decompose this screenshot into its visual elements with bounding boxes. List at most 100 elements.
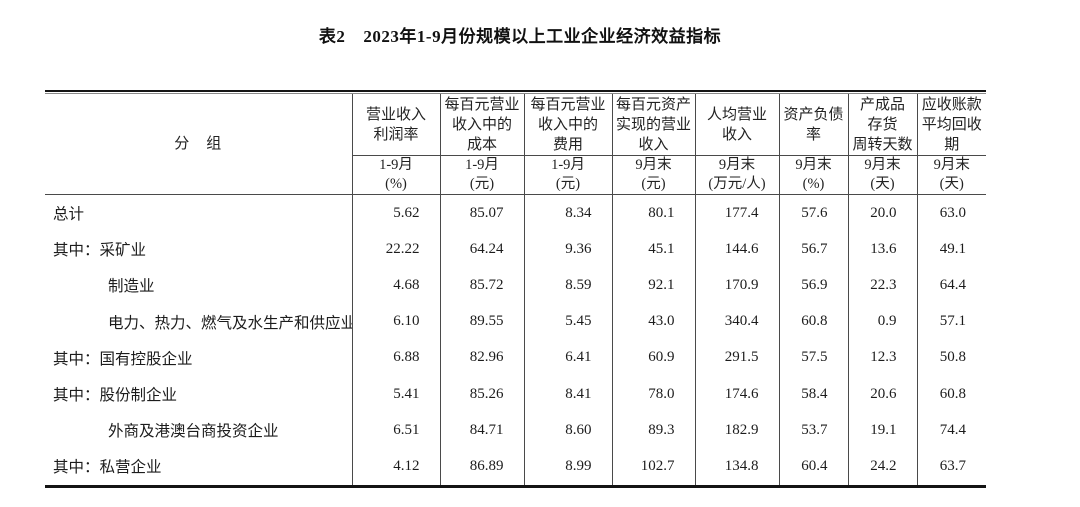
value-cell: 134.8 bbox=[695, 448, 780, 486]
value-cell: 8.59 bbox=[524, 267, 613, 304]
row-label: 外商及港澳台商投资企业 bbox=[45, 412, 353, 449]
header-row-units: 1-9月 (%) 1-9月 (元) 1-9月 (元) 9月末 (元) 9月末 (… bbox=[45, 155, 986, 195]
value-cell: 22.3 bbox=[848, 267, 918, 304]
column-unit-profit-rate: 1-9月 (%) bbox=[352, 155, 441, 195]
table-title-text: 2023年1-9月份规模以上工业企业经济效益指标 bbox=[363, 27, 722, 46]
value-cell: 64.24 bbox=[440, 231, 525, 268]
row-label: 其中：国有控股企业 bbox=[45, 339, 353, 376]
row-label-prefix: 其中： bbox=[53, 242, 100, 260]
row-label: 其中：私营企业 bbox=[45, 448, 353, 486]
value-cell: 8.34 bbox=[524, 194, 613, 232]
row-label-text: 外商及港澳台商投资企业 bbox=[108, 423, 279, 441]
stats-table: 分 组 营业收入 利润率 每百元营业 收入中的 成本 每百元营业 收入中的 费用… bbox=[45, 90, 986, 488]
row-label-text: 私营企业 bbox=[99, 459, 162, 477]
value-cell: 63.7 bbox=[939, 457, 966, 474]
table-top-rule-thick bbox=[45, 90, 986, 92]
value-cell: 45.1 bbox=[612, 231, 696, 268]
value-cell: 63.0 bbox=[939, 204, 966, 221]
value-cell: 9.36 bbox=[524, 231, 613, 268]
table-row-shareholding: 其中：股份制企业 5.41 85.26 8.41 78.0 174.6 58.4… bbox=[45, 375, 986, 413]
row-label-prefix: 其中： bbox=[53, 387, 100, 405]
value-cell: 5.62 bbox=[352, 194, 441, 232]
value-cell: 24.2 bbox=[848, 448, 918, 486]
value-cell: 82.96 bbox=[440, 339, 525, 376]
value-cell: 144.6 bbox=[695, 231, 780, 268]
value-cell: 49.1 bbox=[939, 240, 966, 257]
value-cell: 84.71 bbox=[440, 412, 525, 449]
value-cell: 5.45 bbox=[524, 303, 613, 340]
column-header-cost: 每百元营业 收入中的 成本 bbox=[440, 94, 525, 156]
table-row-mining: 其中：采矿业 22.22 64.24 9.36 45.1 144.6 56.7 … bbox=[45, 231, 986, 268]
table-row-state-owned: 其中：国有控股企业 6.88 82.96 6.41 60.9 291.5 57.… bbox=[45, 339, 986, 376]
table-row-utilities: 电力、热力、燃气及水生产和供应业 6.10 89.55 5.45 43.0 34… bbox=[45, 303, 986, 340]
value-cell: 89.3 bbox=[612, 412, 696, 449]
row-label-prefix: 其中： bbox=[53, 459, 100, 477]
value-cell: 43.0 bbox=[612, 303, 696, 340]
value-cell: 57.1 bbox=[939, 313, 966, 330]
table-number: 表2 bbox=[318, 27, 346, 46]
row-label: 其中：采矿业 bbox=[45, 231, 353, 268]
value-cell: 6.41 bbox=[524, 339, 613, 376]
row-label-text: 总计 bbox=[53, 206, 85, 224]
value-cell: 20.0 bbox=[848, 194, 918, 232]
column-unit-debt-ratio: 9月末 (%) bbox=[779, 155, 849, 195]
row-label-text: 股份制企业 bbox=[99, 387, 178, 405]
value-cell: 6.10 bbox=[352, 303, 441, 340]
row-label-text: 制造业 bbox=[108, 278, 155, 296]
value-cell: 170.9 bbox=[695, 267, 780, 304]
value-cell: 58.4 bbox=[779, 375, 849, 413]
value-cell: 291.5 bbox=[695, 339, 780, 376]
value-cell: 85.72 bbox=[440, 267, 525, 304]
value-cell: 85.26 bbox=[440, 375, 525, 413]
value-cell: 60.4 bbox=[779, 448, 849, 486]
economic-indicators-table: 分 组 营业收入 利润率 每百元营业 收入中的 成本 每百元营业 收入中的 费用… bbox=[45, 94, 986, 488]
value-cell: 85.07 bbox=[440, 194, 525, 232]
column-unit-per-capita: 9月末 (万元/人) bbox=[695, 155, 780, 195]
value-cell: 78.0 bbox=[612, 375, 696, 413]
value-cell: 50.8 bbox=[939, 349, 966, 366]
value-cell: 182.9 bbox=[695, 412, 780, 449]
row-label: 其中：股份制企业 bbox=[45, 375, 353, 413]
value-cell: 57.6 bbox=[779, 194, 849, 232]
value-cell: 74.4 bbox=[939, 421, 966, 438]
column-unit-expense: 1-9月 (元) bbox=[524, 155, 613, 195]
value-cell: 8.41 bbox=[524, 375, 613, 413]
column-unit-receivables: 9月末 (天) bbox=[917, 155, 986, 195]
value-cell: 102.7 bbox=[612, 448, 696, 486]
value-cell: 60.8 bbox=[779, 303, 849, 340]
column-header-group: 分 组 bbox=[45, 94, 353, 195]
table-row-total: 总计 5.62 85.07 8.34 80.1 177.4 57.6 20.0 … bbox=[45, 194, 986, 232]
row-label: 总计 bbox=[45, 194, 353, 232]
column-header-debt-ratio: 资产负债 率 bbox=[779, 94, 849, 156]
row-label-prefix: 其中： bbox=[53, 350, 100, 368]
column-header-expense: 每百元营业 收入中的 费用 bbox=[524, 94, 613, 156]
value-cell: 60.9 bbox=[612, 339, 696, 376]
value-cell: 5.41 bbox=[352, 375, 441, 413]
column-header-receivables: 应收账款 平均回收期 bbox=[917, 94, 986, 156]
row-label: 制造业 bbox=[45, 267, 353, 304]
column-header-turnover-days: 产成品 存货 周转天数 bbox=[848, 94, 918, 156]
value-cell: 177.4 bbox=[695, 194, 780, 232]
row-label-text: 采矿业 bbox=[99, 242, 147, 260]
value-cell: 6.51 bbox=[352, 412, 441, 449]
value-cell: 12.3 bbox=[848, 339, 918, 376]
value-cell: 80.1 bbox=[612, 194, 696, 232]
column-header-per-capita: 人均营业 收入 bbox=[695, 94, 780, 156]
table-row-foreign-invested: 外商及港澳台商投资企业 6.51 84.71 8.60 89.3 182.9 5… bbox=[45, 412, 986, 449]
value-cell: 56.9 bbox=[779, 267, 849, 304]
value-cell: 8.60 bbox=[524, 412, 613, 449]
table-row-manufacturing: 制造业 4.68 85.72 8.59 92.1 170.9 56.9 22.3… bbox=[45, 267, 986, 304]
column-header-profit-rate: 营业收入 利润率 bbox=[352, 94, 441, 156]
value-cell: 22.22 bbox=[352, 231, 441, 268]
value-cell: 57.5 bbox=[779, 339, 849, 376]
column-header-asset-revenue: 每百元资产 实现的营业 收入 bbox=[612, 94, 696, 156]
value-cell: 89.55 bbox=[440, 303, 525, 340]
value-cell: 6.88 bbox=[352, 339, 441, 376]
header-row-names: 分 组 营业收入 利润率 每百元营业 收入中的 成本 每百元营业 收入中的 费用… bbox=[45, 94, 986, 195]
value-cell: 86.89 bbox=[440, 448, 525, 486]
table-title: 表2 2023年1-9月份规模以上工业企业经济效益指标 bbox=[0, 0, 1040, 47]
value-cell: 64.4 bbox=[939, 276, 966, 293]
value-cell: 20.6 bbox=[848, 375, 918, 413]
value-cell: 19.1 bbox=[848, 412, 918, 449]
